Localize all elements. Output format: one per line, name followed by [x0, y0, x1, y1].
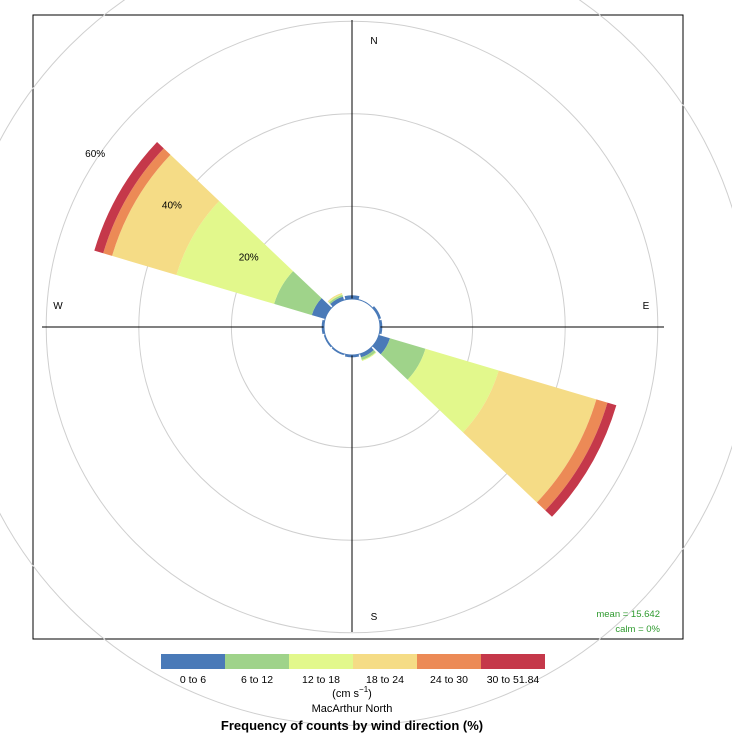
sector-120-bin-3: [462, 370, 597, 503]
chart-subtitle: MacArthur North: [312, 703, 393, 715]
legend-swatch-0: [161, 654, 225, 669]
sector-150: [359, 347, 377, 361]
legend-swatch-5: [481, 654, 545, 669]
compass-west-label: W: [53, 301, 63, 312]
stats-calm: calm = 0%: [615, 624, 660, 635]
compass-east-label: E: [643, 301, 650, 312]
stats-mean: mean = 15.642: [596, 609, 660, 620]
sector-60: [372, 306, 382, 320]
legend-swatch-1: [225, 654, 289, 669]
sector-330-bin-2: [328, 293, 343, 303]
sector-120-bin-5: [545, 402, 617, 517]
sector-150-bin-1: [361, 349, 376, 361]
sector-330-bin-0: [330, 296, 345, 307]
sector-150-bin-2: [361, 352, 377, 361]
speed-legend: 0 to 6 6 to 12 12 to 18 18 to 24 24 to 30 30 …: [161, 654, 545, 686]
calm-ring: [323, 298, 381, 356]
legend-label-4: 24 to 30: [430, 674, 468, 686]
calm-circle: [323, 298, 381, 356]
legend-unit: (cm s−1): [332, 685, 372, 700]
sector-330-bin-1: [328, 294, 343, 305]
sector-300: [94, 141, 332, 320]
compass-south-label: S: [371, 612, 378, 623]
sector-120-bin-1: [380, 338, 426, 380]
legend-unit-close: ): [368, 688, 372, 700]
radial-tick-label-20: 20%: [239, 252, 259, 263]
radial-tick-label-60: 60%: [85, 149, 105, 160]
sector-60-bin-0: [372, 306, 382, 320]
legend-swatch-4: [417, 654, 481, 669]
sector-300-bin-3: [112, 154, 220, 275]
legend-label-0: 0 to 6: [180, 674, 206, 686]
sector-300-bin-4: [103, 148, 171, 256]
sector-300-bin-0: [311, 298, 332, 320]
wind-sectors: [94, 141, 617, 517]
legend-unit-text: (cm s: [332, 688, 359, 700]
legend-label-5: 30 to 51.84: [487, 674, 540, 686]
legend-label-2: 12 to 18: [302, 674, 340, 686]
radial-tick-label-40: 40%: [162, 201, 182, 212]
sector-330: [327, 293, 345, 307]
sector-300-bin-1: [274, 271, 322, 316]
sector-150-bin-0: [359, 347, 374, 358]
legend-label-1: 6 to 12: [241, 674, 273, 686]
legend-swatch-3: [353, 654, 417, 669]
sector-120: [372, 334, 617, 517]
sector-120-bin-2: [407, 348, 499, 433]
compass-north-label: N: [370, 36, 377, 47]
legend-swatch-2: [289, 654, 353, 669]
sector-300-bin-2: [176, 200, 294, 304]
sector-300-bin-5: [94, 141, 164, 254]
sector-120-bin-0: [372, 334, 390, 355]
legend-unit-exponent: −1: [359, 685, 369, 694]
radial-tick-labels: 20% 40% 60%: [85, 149, 259, 264]
chart-title: Frequency of counts by wind direction (%…: [221, 718, 483, 733]
sector-330-bin-3: [327, 293, 343, 302]
sector-120-bin-4: [536, 399, 608, 511]
legend-label-3: 18 to 24: [366, 674, 404, 686]
